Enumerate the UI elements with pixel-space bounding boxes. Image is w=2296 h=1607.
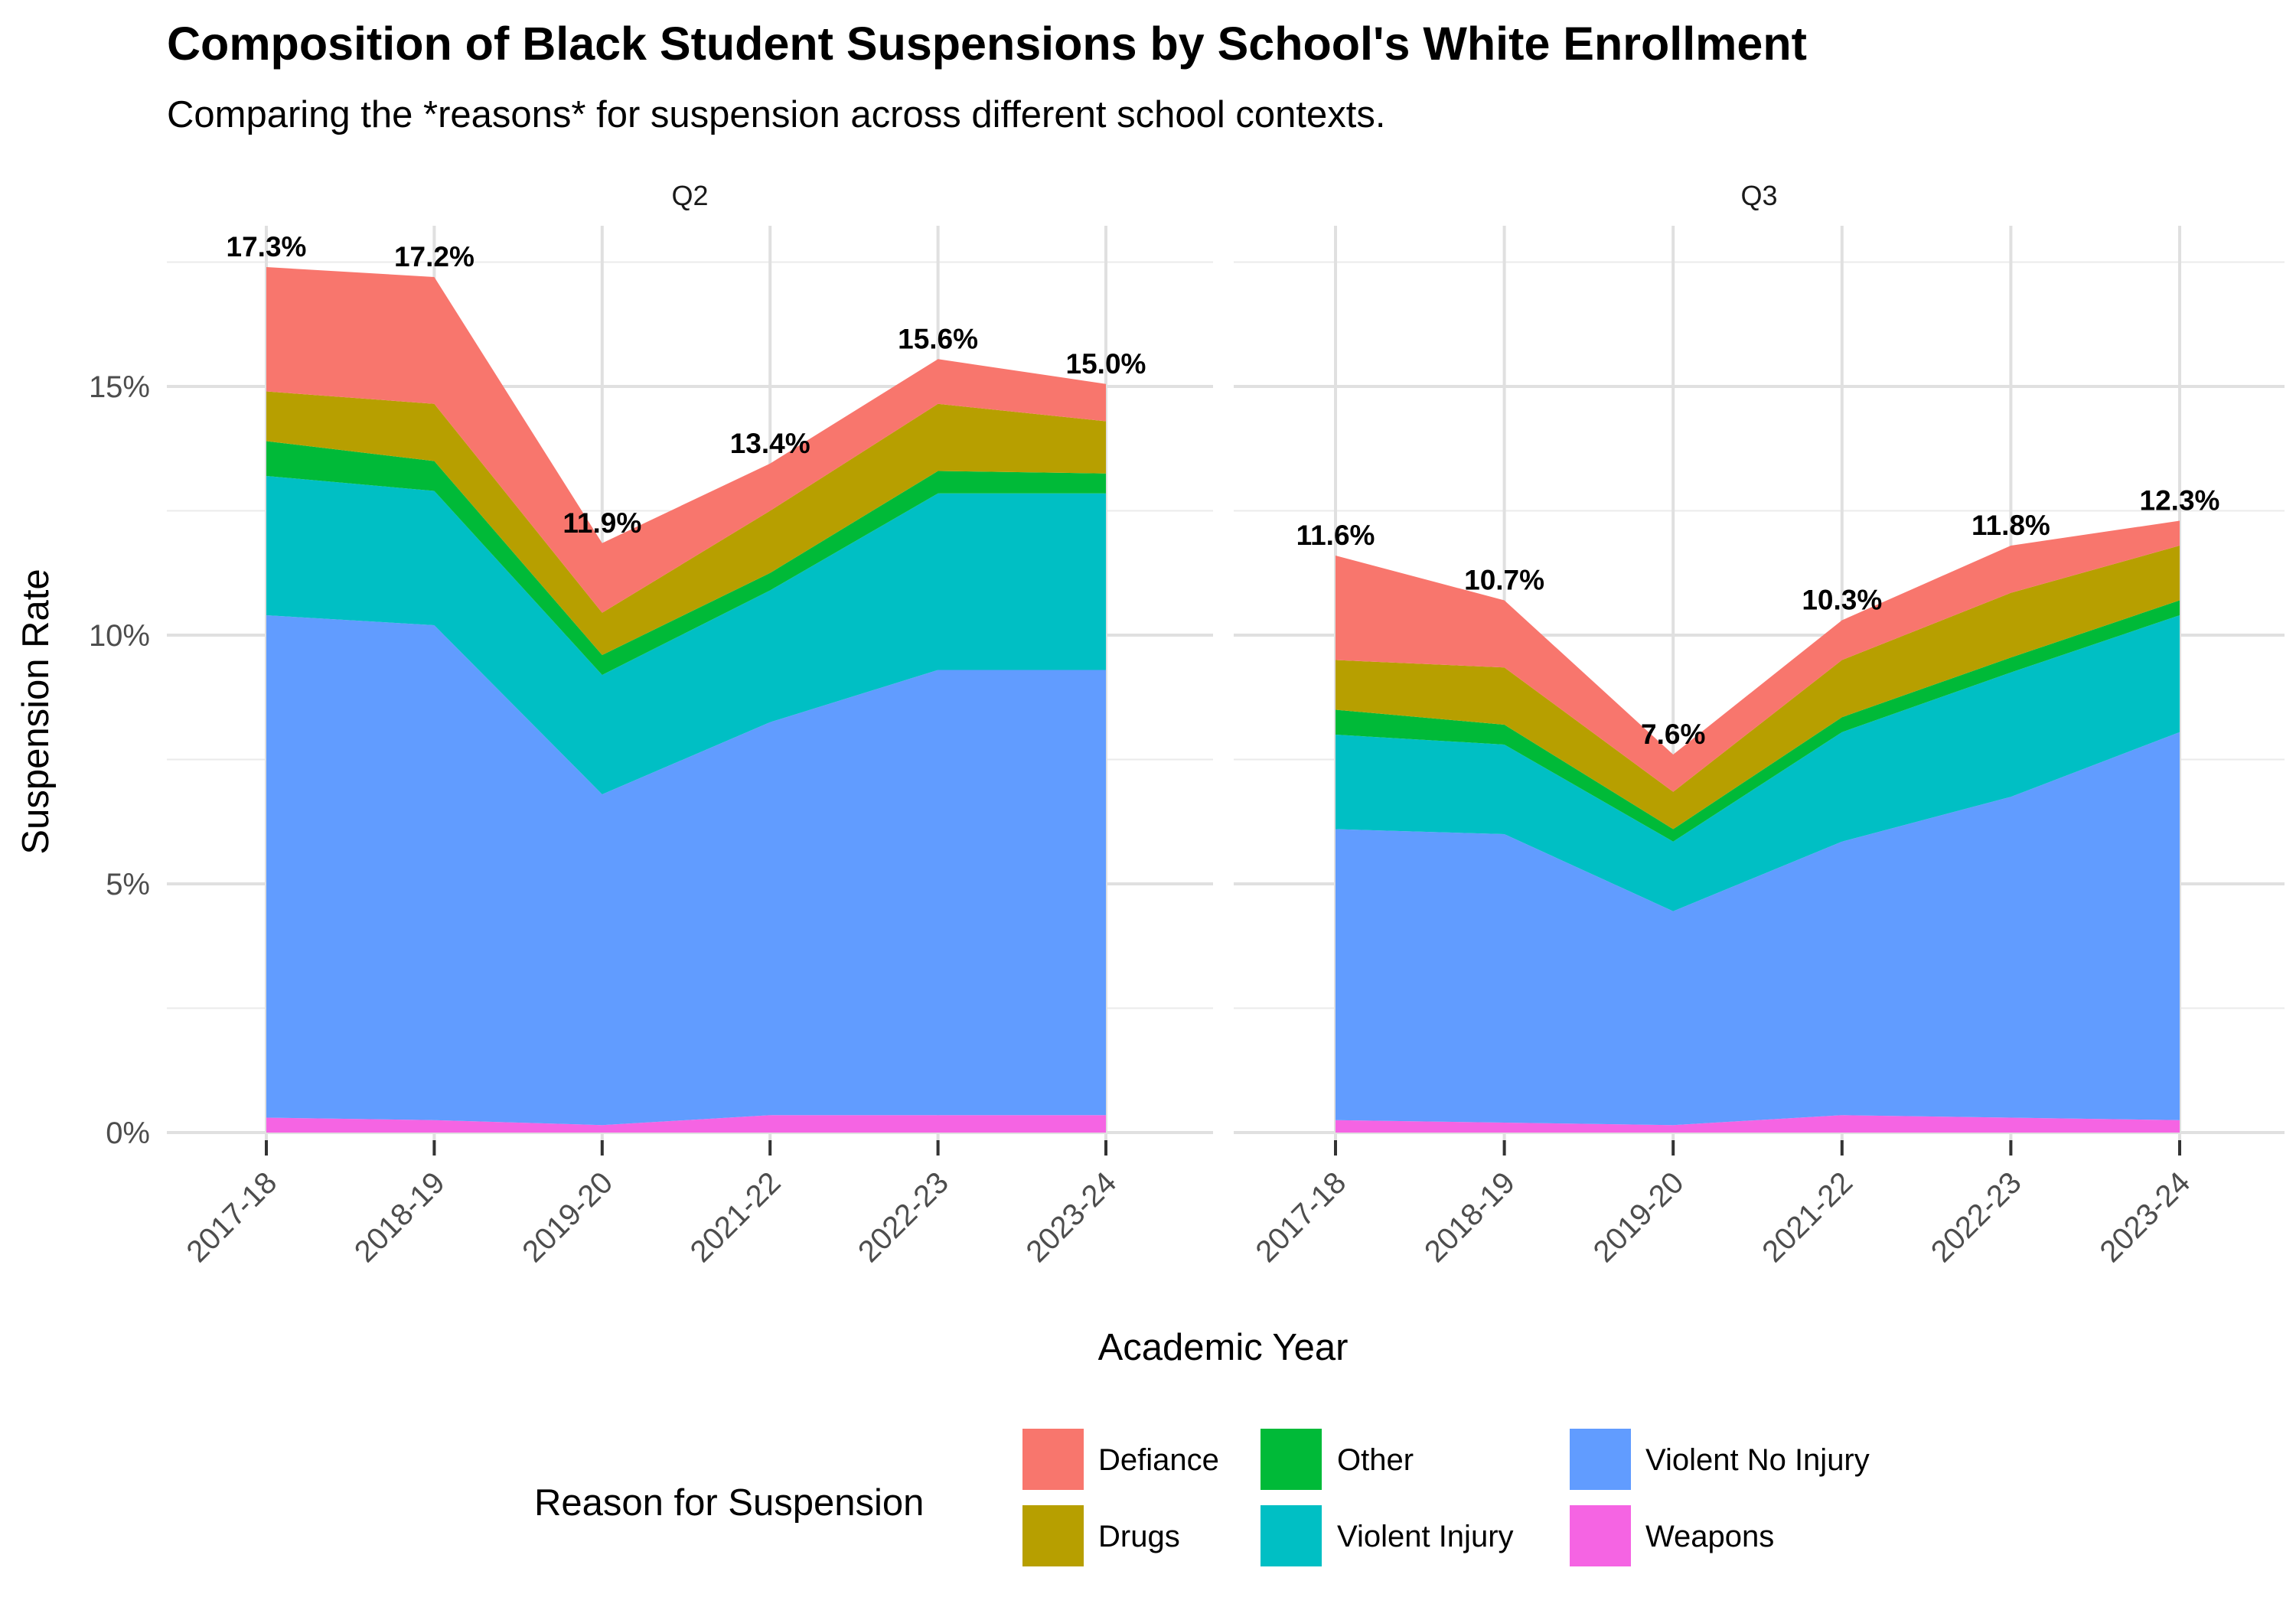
legend-swatch xyxy=(1261,1505,1322,1566)
area-q2-drugs xyxy=(266,391,1106,655)
area-q2-defiance xyxy=(266,267,1106,613)
y-tick-label: 0% xyxy=(106,1116,150,1150)
total-label: 13.4% xyxy=(730,428,810,459)
total-label: 10.7% xyxy=(1464,565,1544,596)
legend: Reason for Suspension Defiance Drugs Other… xyxy=(534,1429,1870,1566)
area-q3-drugs xyxy=(1336,546,2180,830)
total-label: 11.6% xyxy=(1296,520,1375,551)
x-tick-label: 2019-20 xyxy=(516,1165,619,1269)
total-label: 12.3% xyxy=(2140,485,2220,517)
total-label: 10.3% xyxy=(1802,585,1882,616)
legend-item-weapons: Weapons xyxy=(1570,1505,1774,1566)
legend-swatch xyxy=(1570,1429,1631,1490)
total-label: 15.0% xyxy=(1066,348,1146,380)
total-label: 17.3% xyxy=(227,231,307,262)
area-q3-defiance xyxy=(1336,520,2180,792)
y-tick-label: 5% xyxy=(106,868,150,901)
y-axis-title: Suspension Rate xyxy=(15,569,57,854)
facet-panel-q3: 11.6% 10.7% 7.6% 10.3% 11.8% 12.3% 2017-18 2018… xyxy=(1234,180,2285,1269)
area-q3-violent-injury xyxy=(1336,615,2180,911)
legend-label: Weapons xyxy=(1645,1520,1774,1553)
total-label: 17.2% xyxy=(394,241,475,272)
legend-label: Defiance xyxy=(1098,1443,1219,1477)
chart-title: Composition of Black Student Suspensions… xyxy=(167,18,1807,70)
legend-title: Reason for Suspension xyxy=(534,1482,924,1524)
total-label: 11.9% xyxy=(563,507,641,539)
y-tick-label: 10% xyxy=(89,619,150,653)
x-tick-label: 2021-22 xyxy=(1756,1165,1859,1269)
legend-item-defiance: Defiance xyxy=(1022,1429,1219,1490)
chart-subtitle: Comparing the *reasons* for suspension a… xyxy=(167,94,1385,135)
area-q2-other xyxy=(266,441,1106,675)
legend-swatch xyxy=(1570,1505,1631,1566)
legend-swatch xyxy=(1261,1429,1322,1490)
x-tick-label: 2017-18 xyxy=(1249,1165,1352,1269)
x-tick-label: 2023-24 xyxy=(1019,1165,1123,1269)
x-tick-label: 2022-23 xyxy=(1925,1165,2028,1269)
legend-swatch xyxy=(1022,1429,1084,1490)
total-label: 7.6% xyxy=(1641,719,1705,750)
total-label: 11.8% xyxy=(1971,510,2050,541)
legend-item-other: Other xyxy=(1261,1429,1414,1490)
legend-swatch xyxy=(1022,1505,1084,1566)
x-tick-label: 2017-18 xyxy=(180,1165,283,1269)
legend-item-violent-injury: Violent Injury xyxy=(1261,1505,1514,1566)
facet-strip-label: Q3 xyxy=(1740,180,1777,211)
area-q2-violent-injury xyxy=(266,476,1106,794)
legend-label: Violent No Injury xyxy=(1645,1443,1870,1477)
legend-item-drugs: Drugs xyxy=(1022,1505,1180,1566)
area-q2-weapons xyxy=(266,1115,1106,1133)
y-tick-label: 15% xyxy=(89,370,150,404)
legend-label: Drugs xyxy=(1098,1520,1180,1553)
x-tick-label: 2023-24 xyxy=(2093,1165,2197,1269)
facet-panels: 17.3% 17.2% 11.9% 13.4% 15.6% 15.0% 2017-18 201… xyxy=(89,180,2285,1269)
x-tick-label: 2018-19 xyxy=(1418,1165,1521,1269)
area-q3-weapons xyxy=(1336,1115,2180,1133)
area-q3-violent-no-injury xyxy=(1336,732,2180,1126)
legend-item-violent-no-injury: Violent No Injury xyxy=(1570,1429,1870,1490)
x-tick-label: 2022-23 xyxy=(852,1165,955,1269)
facet-panel-q2: 17.3% 17.2% 11.9% 13.4% 15.6% 15.0% 2017-18 201… xyxy=(167,180,1213,1269)
legend-label: Violent Injury xyxy=(1337,1520,1514,1553)
facet-strip-label: Q2 xyxy=(671,180,708,211)
x-tick-label: 2018-19 xyxy=(348,1165,452,1269)
legend-label: Other xyxy=(1337,1443,1414,1477)
total-label: 15.6% xyxy=(898,323,978,354)
x-axis-title: Academic Year xyxy=(1098,1327,1349,1368)
x-tick-label: 2021-22 xyxy=(684,1165,788,1269)
area-q2-violent-no-injury xyxy=(266,615,1106,1126)
x-tick-label: 2019-20 xyxy=(1587,1165,1691,1269)
